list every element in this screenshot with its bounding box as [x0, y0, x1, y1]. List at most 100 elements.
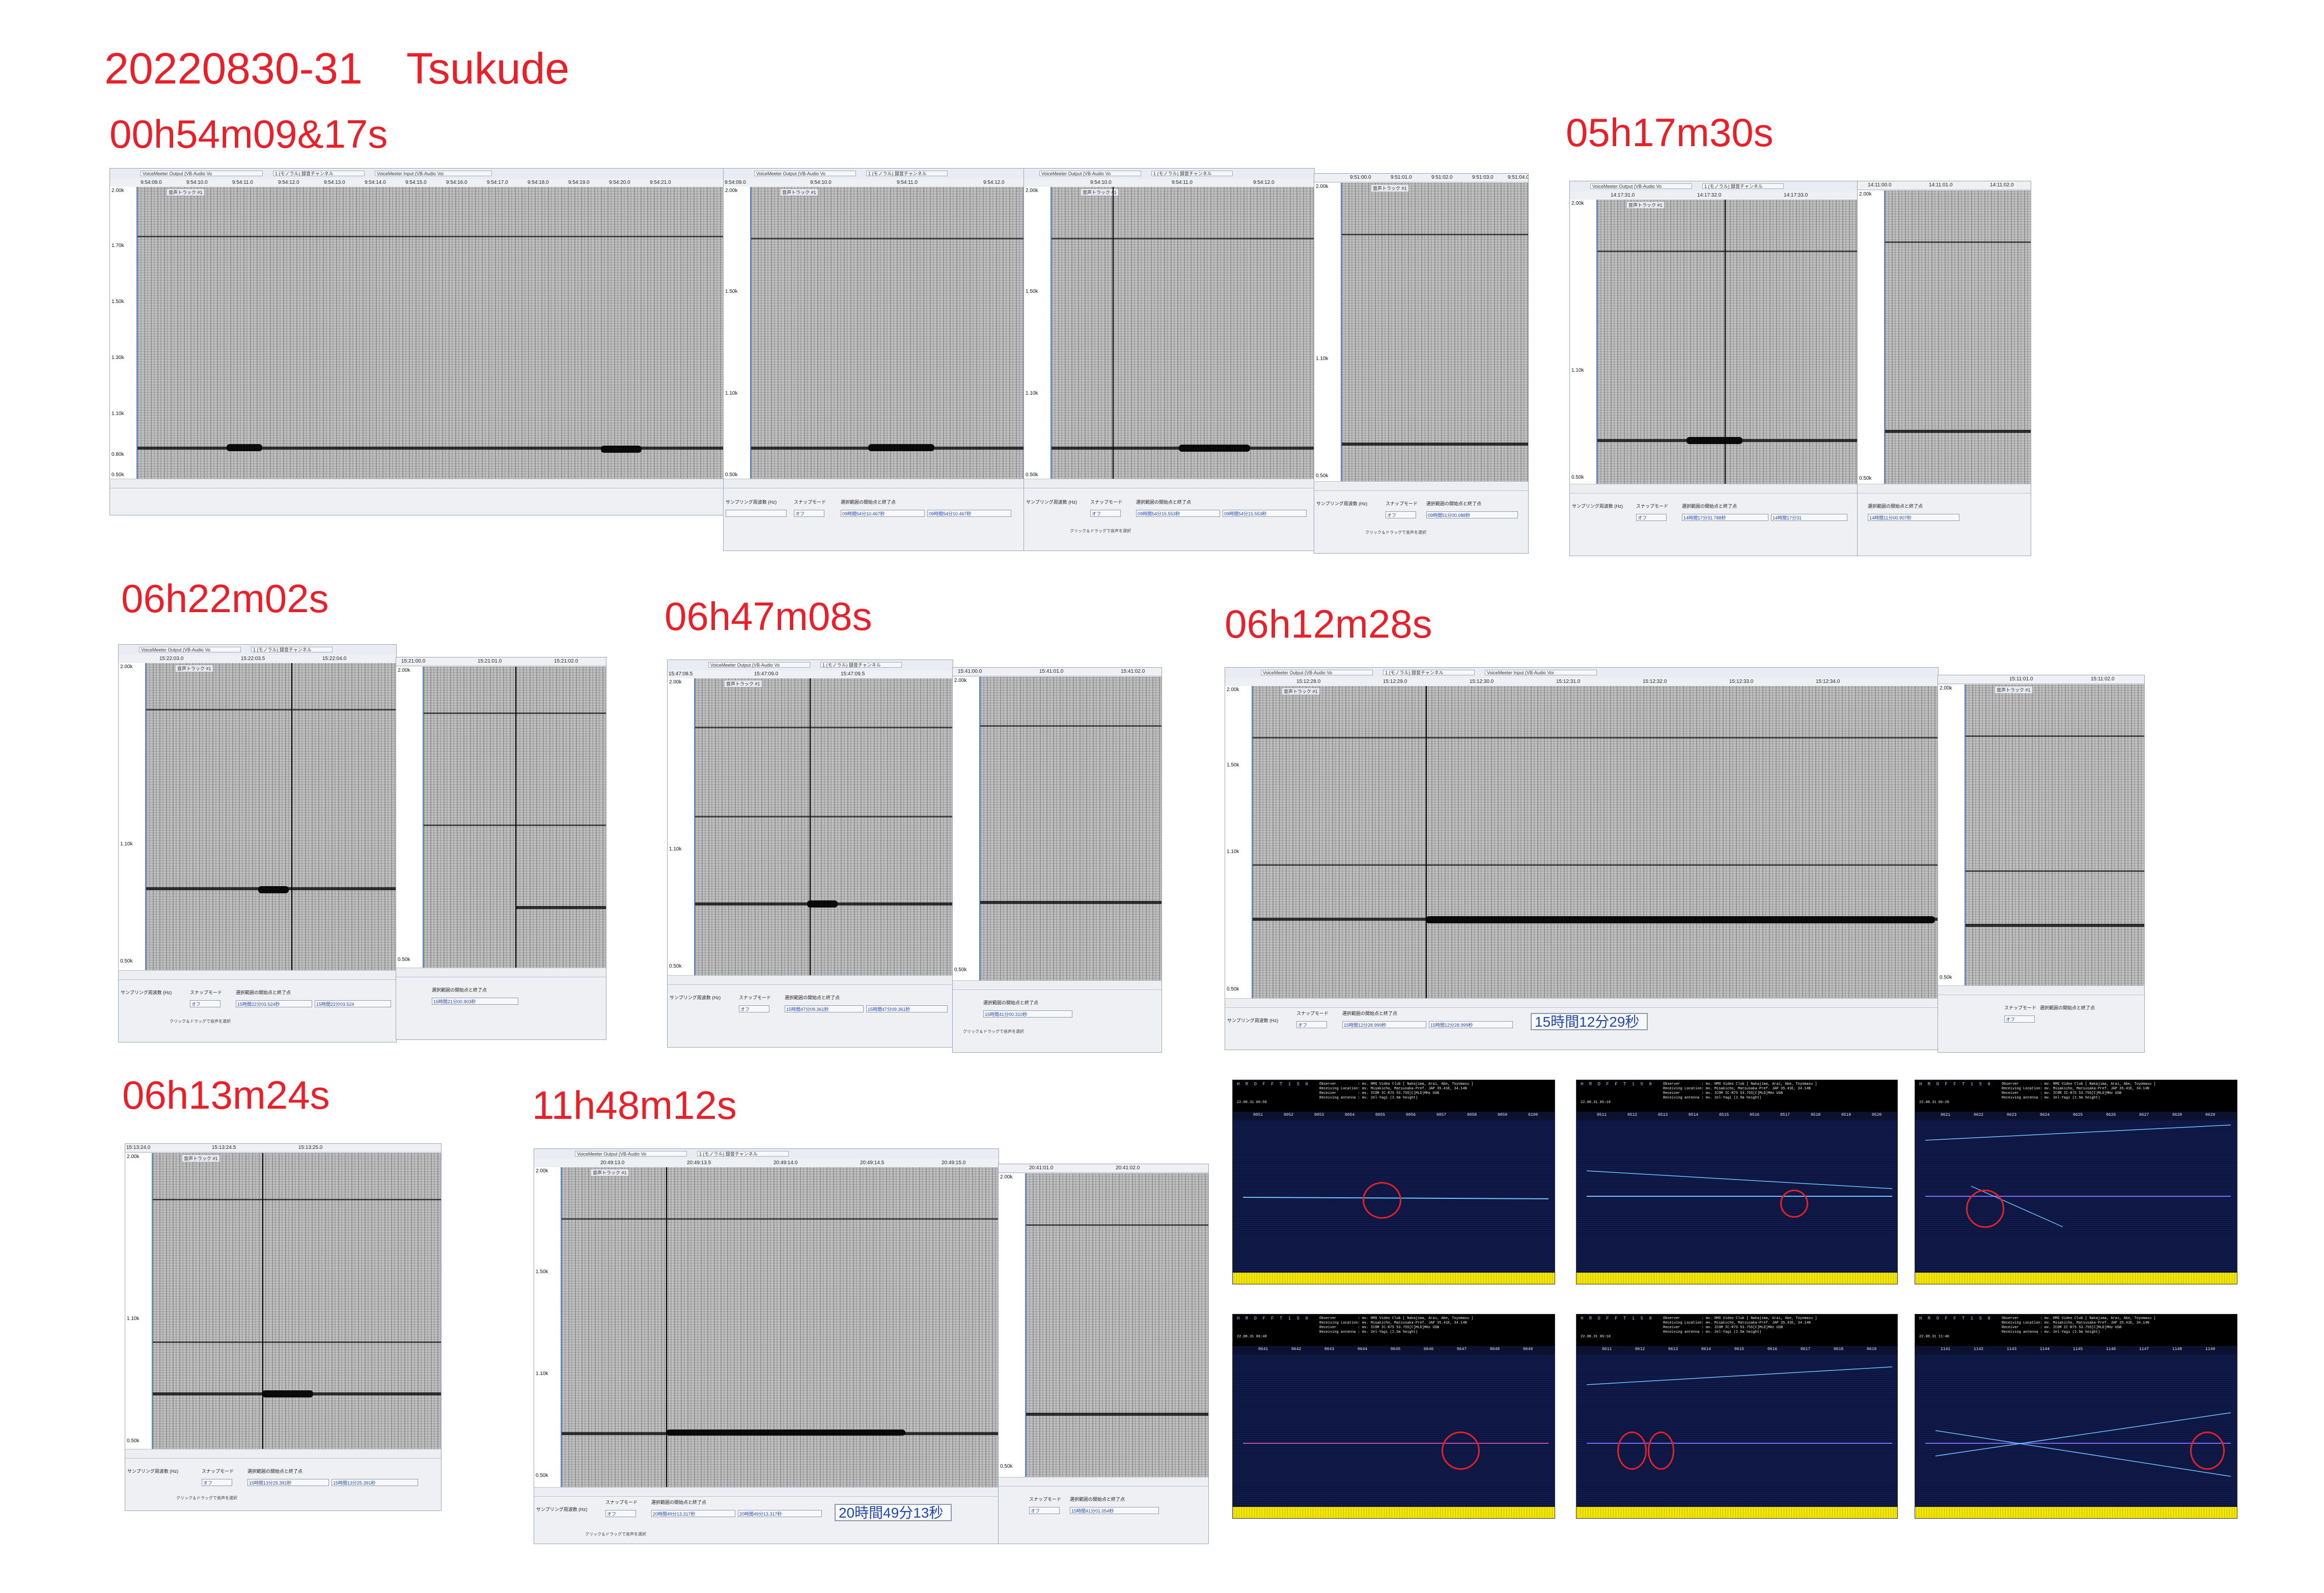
selection-start[interactable]: 09時間51分00.088秒	[1426, 511, 1518, 518]
selection-end[interactable]: 09時間54分10.467秒	[927, 510, 1011, 517]
time-ruler[interactable]: 9:54:09.0 9:54:10.0 9:54:11.0 9:54:12.0 …	[110, 179, 724, 187]
selection-end[interactable]: 15時間12分28.999秒	[1429, 1021, 1513, 1028]
output-device-select[interactable]: VoiceMeeter Output (VB-Audio Vo	[575, 1151, 687, 1157]
input-device-select[interactable]: VoiceMeeter Input (VB-Audio Voi	[375, 171, 492, 176]
spectrogram[interactable]: 音声トラック #1	[1253, 686, 1938, 999]
time-ruler[interactable]: 20:41:01.0 20:41:02.0	[999, 1164, 1208, 1173]
spectrogram[interactable]: 音声トラック #1	[1597, 200, 1858, 484]
channel-select[interactable]: 1 (モノラル) 録音チャンネル	[1383, 670, 1475, 675]
snap-select[interactable]: オフ	[1636, 514, 1667, 521]
snap-select[interactable]: オフ	[1029, 1507, 1060, 1514]
scrollbar[interactable]	[1314, 481, 1528, 491]
time-ruler[interactable]: 15:12:28.0 15:12:29.0 15:12:30.0 15:12:3…	[1225, 678, 1938, 686]
hrofft-tick: 0513	[1658, 1113, 1668, 1117]
output-device-select[interactable]: VoiceMeeter Output (VB-Audio Vo	[708, 662, 810, 668]
spectrogram[interactable]: 音声トラック #1	[153, 1153, 441, 1449]
scrollbar[interactable]	[1024, 479, 1314, 488]
selection-start[interactable]: 14時間11分00.907秒	[1868, 514, 1959, 521]
time-ruler[interactable]: 15:22:03.0 15:22:03.5 15:22:04.0	[119, 655, 396, 664]
carrier-line	[146, 709, 396, 710]
channel-select[interactable]: 1 (モノラル) 録音チャンネル	[1702, 183, 1784, 189]
snap-select[interactable]: オフ	[1386, 511, 1416, 518]
channel-select[interactable]: 1 (モノラル) 録音チャンネル	[251, 647, 333, 652]
selection-start[interactable]: 15時間21分00.903秒	[432, 998, 518, 1005]
spectrogram[interactable]: 音声トラック #1	[695, 678, 953, 976]
snap-select[interactable]: オフ	[202, 1479, 232, 1486]
time-ruler[interactable]: 15:41:00.0 15:41:01.0 15:41:02.0	[953, 668, 1161, 676]
time-ruler[interactable]: 15:13:24.0 15:13:24.5 15:13:25.0	[125, 1144, 441, 1152]
snap-select[interactable]: オフ	[2004, 1015, 2035, 1023]
scrollbar[interactable]	[1938, 985, 2144, 995]
time-ruler[interactable]: 14:11:00.0 14:11:01.0 14:11:02.0	[1858, 181, 2031, 190]
selection-start[interactable]: 15時間12分28.999秒	[1342, 1021, 1426, 1028]
time-ruler[interactable]: 9:51:00.0 9:51:01.0 9:51:02.0 9:51:03.0 …	[1314, 174, 1528, 182]
spectrogram[interactable]: 音声トラック #1	[137, 187, 724, 479]
cursor-line	[1426, 686, 1427, 999]
output-device-select[interactable]: VoiceMeeter Output (VB-Audio Vo	[141, 171, 263, 176]
selection-start[interactable]: 20時間49分13.317秒	[651, 1510, 735, 1517]
scrollbar[interactable]	[999, 1477, 1208, 1487]
channel-select[interactable]: 1 (モノラル) 録音チャンネル	[820, 662, 902, 668]
scrollbar[interactable]	[396, 968, 606, 977]
spectrogram[interactable]	[980, 677, 1161, 981]
snap-select[interactable]: オフ	[739, 1005, 769, 1012]
time-ruler[interactable]: 9:54:09.0 9:54:10.0 9:54:11.0 9:54:12.0	[724, 179, 1024, 187]
time-ruler[interactable]: 15:21:00.0 15:21:01.0 15:21:02.0	[396, 657, 606, 666]
channel-select[interactable]: 1 (モノラル) 録音チャンネル	[1151, 171, 1233, 176]
selection-end[interactable]: 15時間22分03.524	[315, 1000, 391, 1007]
scrollbar[interactable]	[110, 479, 724, 488]
scrollbar[interactable]	[668, 975, 953, 985]
time-ruler[interactable]: 14:17:31.0 14:17:32.0 14:17:33.0	[1570, 191, 1858, 200]
output-device-select[interactable]: VoiceMeeter Output (VB-Audio Vo	[1261, 670, 1373, 675]
scrollbar[interactable]	[724, 479, 1024, 488]
channel-select[interactable]: 1 (モノラル) 録音チャンネル	[697, 1151, 789, 1157]
scrollbar[interactable]	[1858, 484, 2031, 493]
spectrogram[interactable]	[1885, 190, 2031, 484]
snap-select[interactable]: オフ	[605, 1510, 636, 1517]
selection-end[interactable]: 14時間17分31	[1771, 514, 1847, 521]
spectrogram[interactable]: 音声トラック #1	[751, 187, 1024, 479]
sample-rate-field[interactable]	[726, 510, 787, 517]
snap-select[interactable]: オフ	[190, 1000, 220, 1007]
time-ruler[interactable]: 15:11:01.0 15:11:02.0	[1938, 675, 2144, 684]
spectrogram[interactable]: 音声トラック #1	[146, 663, 396, 971]
output-device-select[interactable]: VoiceMeeter Output (VB-Audio Vo	[1590, 183, 1692, 189]
scrollbar[interactable]	[534, 1487, 999, 1497]
output-device-select[interactable]: VoiceMeeter Output (VB-Audio Vo	[139, 647, 241, 652]
selection-start[interactable]: 09時間54分15.553秒	[1136, 510, 1220, 517]
spectrogram[interactable]: 音声トラック #1	[1052, 187, 1314, 479]
selection-start[interactable]: 15時間13分25.391秒	[247, 1479, 329, 1486]
scrollbar[interactable]	[125, 1449, 441, 1459]
spectrogram[interactable]	[1026, 1173, 1208, 1477]
output-device-select[interactable]: VoiceMeeter Output (VB-Audio Vo	[1039, 171, 1141, 176]
scrollbar[interactable]	[1225, 998, 1938, 1008]
channel-select[interactable]: 1 (モノラル) 録音チャンネル	[273, 171, 365, 176]
channel-select[interactable]: 1 (モノラル) 録音チャンネル	[866, 171, 948, 176]
selection-end[interactable]: 15時間13分25.391秒	[331, 1479, 418, 1486]
output-device-select[interactable]: VoiceMeeter Output (VB-Audio Vo	[754, 171, 856, 176]
snap-select[interactable]: オフ	[794, 510, 824, 517]
scrollbar[interactable]	[953, 980, 1161, 990]
snap-select[interactable]: オフ	[1296, 1021, 1327, 1028]
scrollbar[interactable]	[119, 970, 396, 980]
selection-end[interactable]: 15時間47分09.361秒	[866, 1005, 948, 1012]
selection-start[interactable]: 15時間22分03.524秒	[236, 1000, 312, 1007]
selection-start[interactable]: 14時間17分31.788秒	[1682, 514, 1768, 521]
time-ruler[interactable]: 9:54:10.0 9:54:11.0 9:54:12.0	[1024, 179, 1314, 187]
scrollbar[interactable]	[1570, 484, 1858, 493]
selection-start[interactable]: 15時間47分09.361秒	[785, 1005, 864, 1012]
spectrogram[interactable]: 音声トラック #1	[1342, 183, 1528, 482]
spectrogram[interactable]	[424, 667, 606, 968]
time-ruler[interactable]: 15:47:08.5 15:47:09.0 15:47:09.5	[668, 670, 953, 679]
selection-toolbar: サンプリング周波数 (Hz) スナップモード 選択範囲の開始点と終了点 オフ 1…	[1570, 493, 1858, 556]
selection-start[interactable]: 15時間41分01.054秒	[1070, 1507, 1159, 1514]
spectrogram[interactable]: 音声トラック #1	[1966, 684, 2144, 986]
selection-end[interactable]: 20時間49分13.317秒	[738, 1510, 822, 1517]
selection-start[interactable]: 15時間41分00.310秒	[983, 1010, 1072, 1018]
time-ruler[interactable]: 20:49:13.0 20:49:13.5 20:49:14.0 20:49:1…	[534, 1159, 999, 1168]
selection-end[interactable]: 09時間54分15.553秒	[1223, 510, 1307, 517]
selection-start[interactable]: 09時間54分10.467秒	[841, 510, 925, 517]
input-device-select[interactable]: VoiceMeeter Input (VB-Audio Voi	[1485, 670, 1597, 675]
snap-select[interactable]: オフ	[1090, 510, 1121, 517]
spectrogram[interactable]: 音声トラック #1	[562, 1167, 999, 1488]
